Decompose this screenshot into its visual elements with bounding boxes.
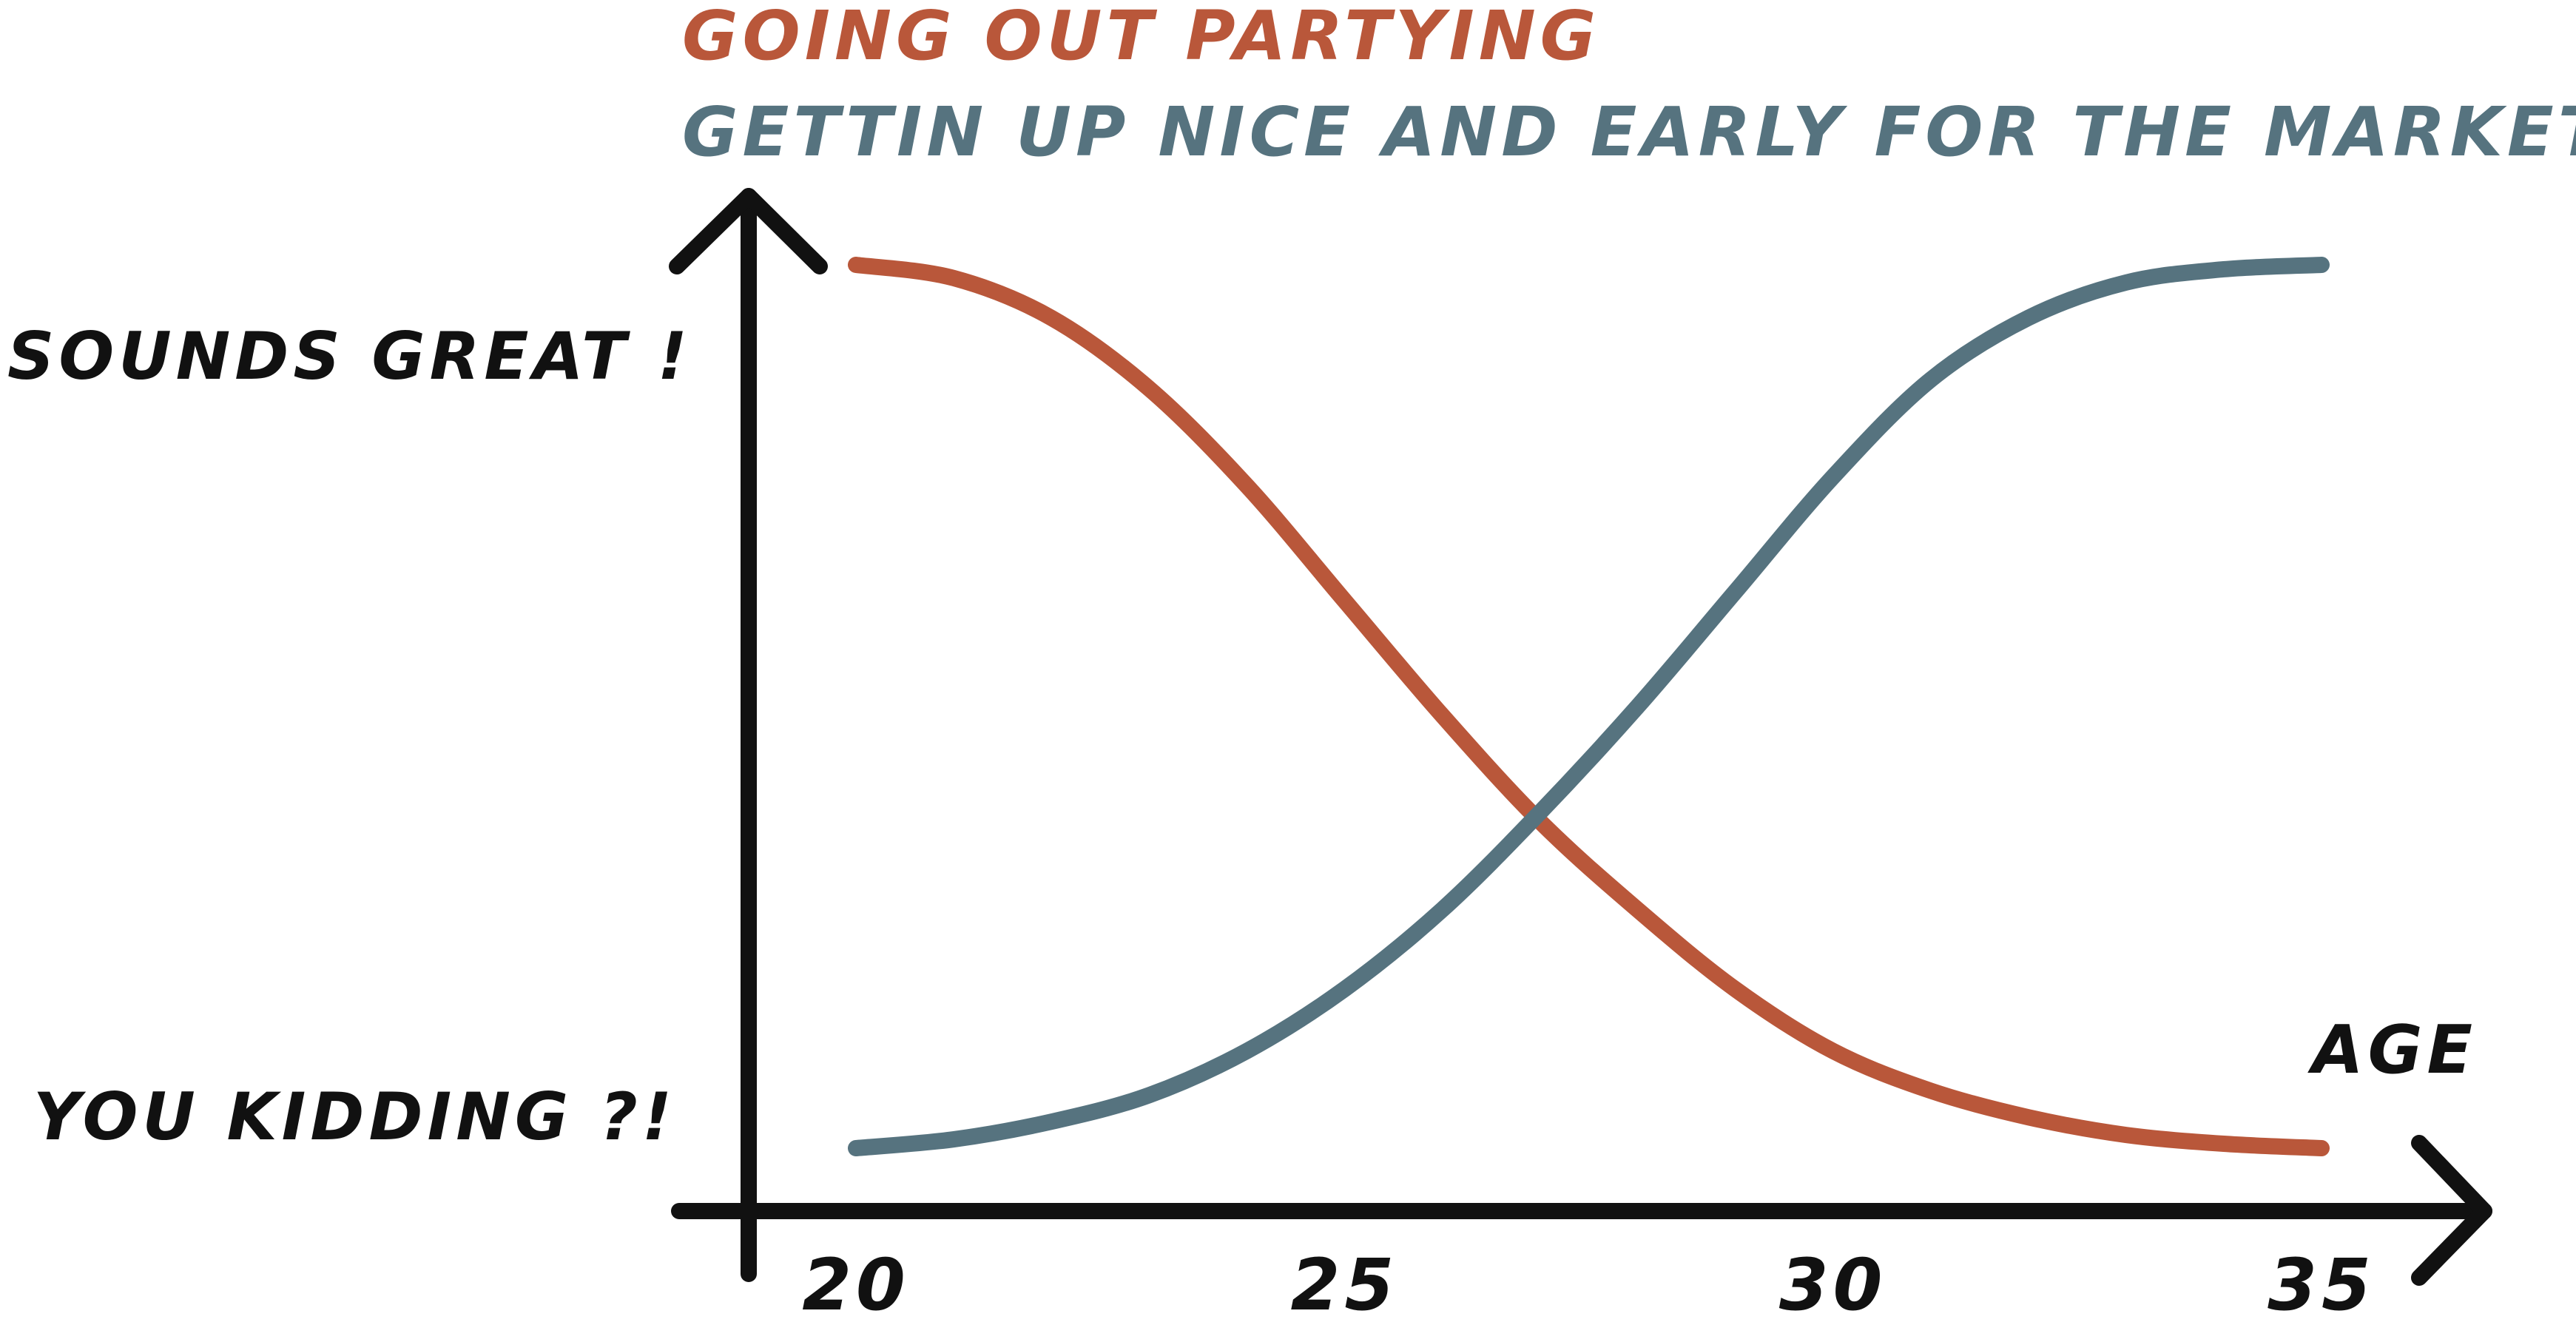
y-axis-arrowhead (669, 188, 828, 274)
axes (669, 188, 2492, 1286)
series-line-2 (848, 257, 2330, 1156)
legend-entry-gettin-up-early: GETTIN UP NICE AND EARLY FOR THE MARKET (682, 92, 2576, 172)
x-tick-label: 25 (1291, 1244, 1399, 1325)
y-label-sounds-great: SOUNDS GREAT ! (7, 318, 692, 394)
x-axis-label: AGE (2307, 1011, 2477, 1089)
series-line-1 (848, 257, 2330, 1156)
x-tick-labels: 20 25 30 35 (802, 1244, 2376, 1325)
legend: GOING OUT PARTYING GETTIN UP NICE AND EA… (682, 0, 2576, 172)
x-tick-label: 35 (2268, 1244, 2376, 1325)
x-tick-label: 20 (802, 1244, 910, 1325)
series-layer (848, 257, 2330, 1156)
y-label-you-kidding: YOU KIDDING ?! (33, 1079, 676, 1155)
legend-entry-going-out-partying: GOING OUT PARTYING (682, 0, 1600, 75)
x-tick-label: 30 (1779, 1244, 1887, 1325)
x-axis-arrowhead (2411, 1135, 2492, 1286)
